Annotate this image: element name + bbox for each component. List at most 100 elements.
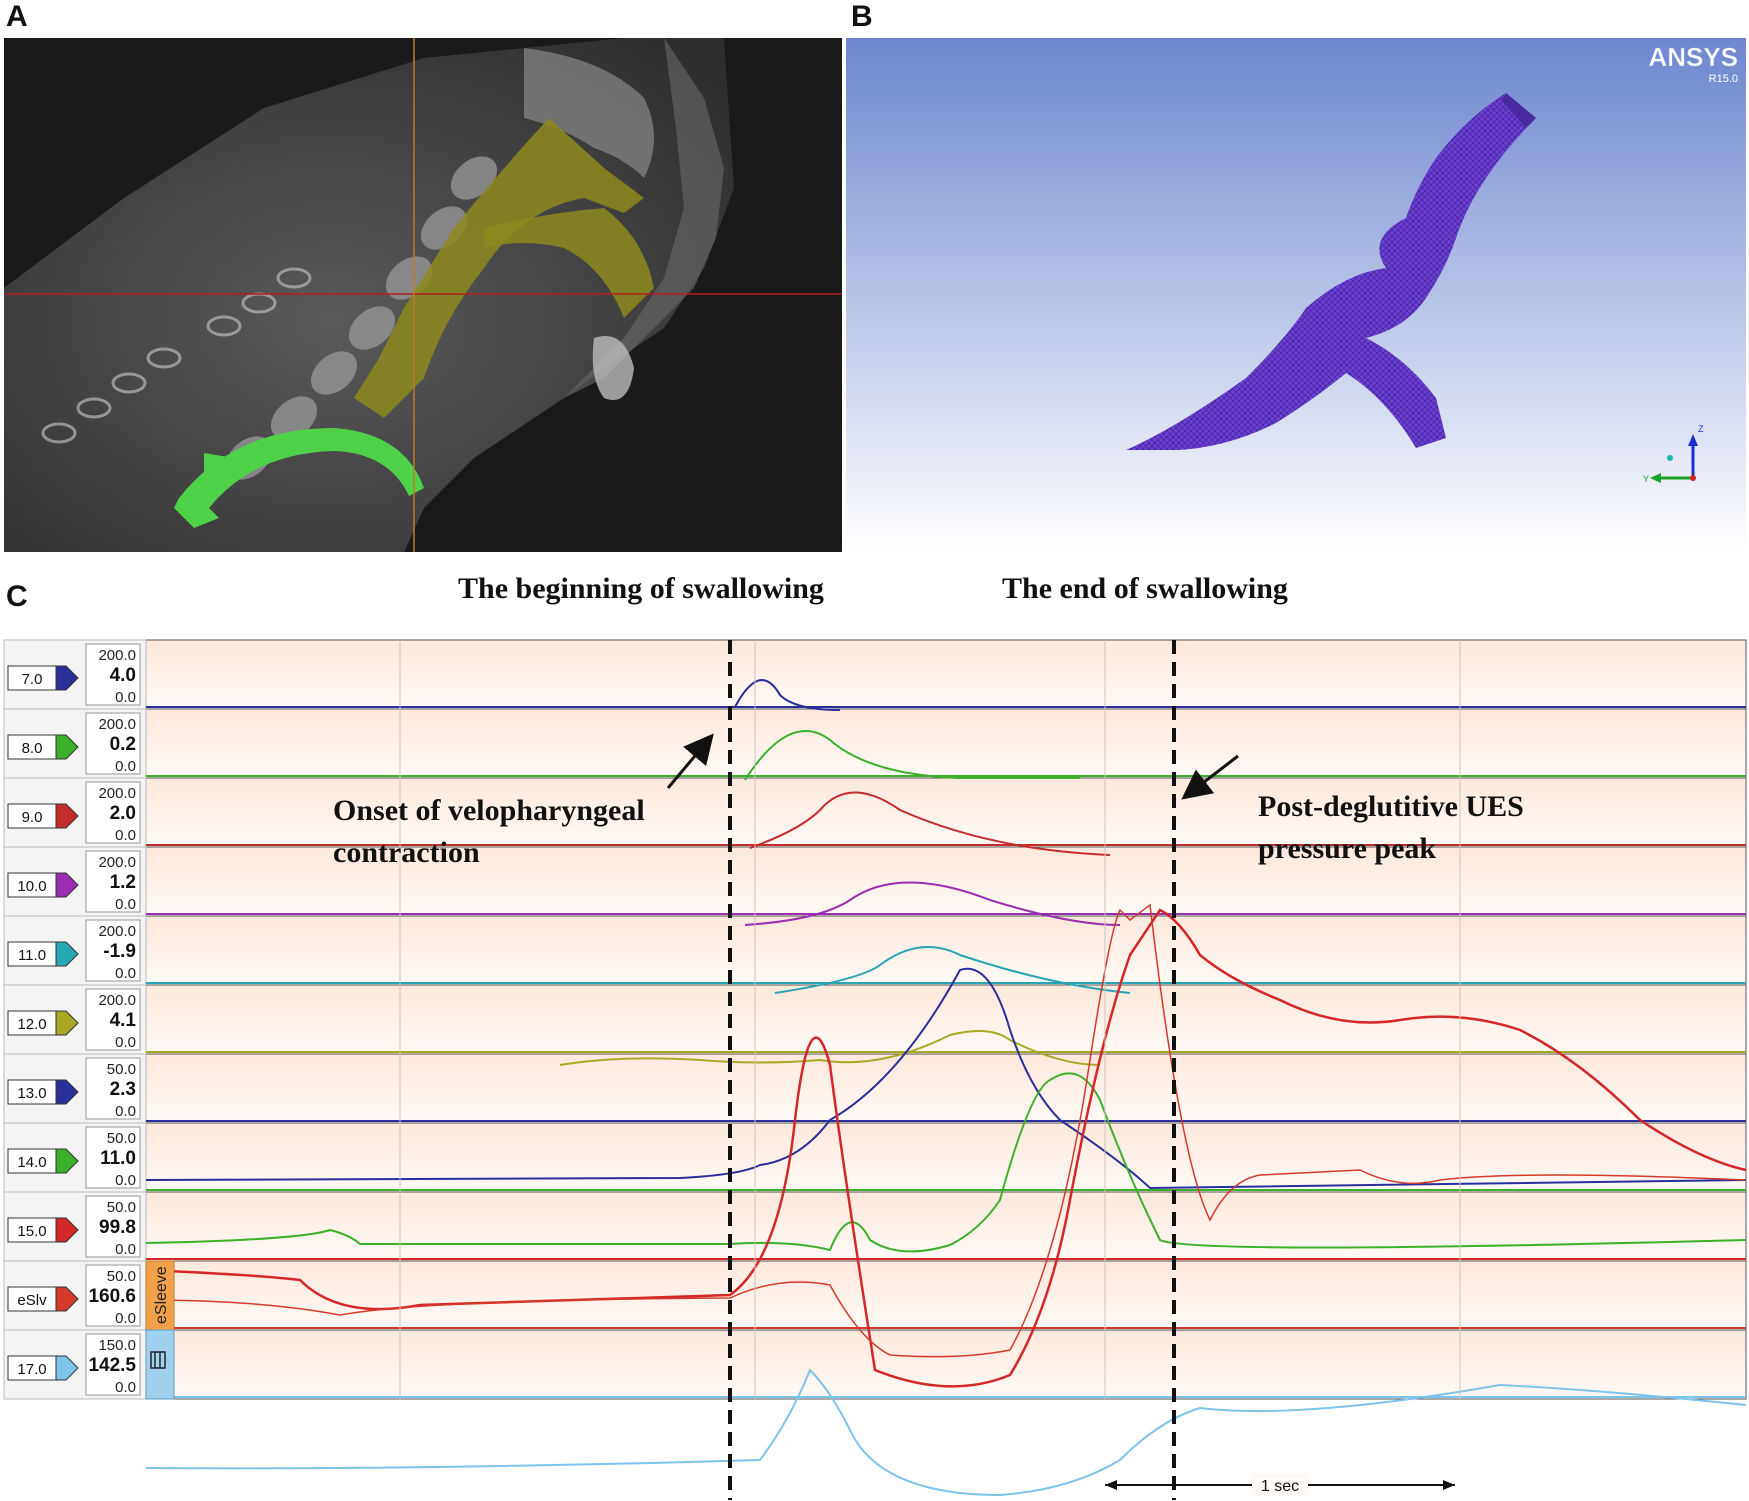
sleeve-bars-icon — [150, 1351, 166, 1369]
trace-channel-14 — [145, 1072, 1747, 1253]
channel-row: 10.0 200.01.2 0.0 — [3, 846, 1747, 917]
peak-arrow — [1181, 754, 1239, 800]
channel-id: 8.0 — [22, 740, 43, 757]
channel-scale-min: 0.0 — [115, 1310, 136, 1327]
channel-row: 12.0 200.04.1 0.0 — [3, 984, 1747, 1055]
channel-scale-box — [85, 850, 141, 913]
channel-tag[interactable]: 10.0 — [7, 872, 79, 898]
trace-channel-8 — [744, 730, 1080, 781]
channel-plot-area — [145, 846, 1747, 917]
annotation-peak-line2: pressure peak — [1258, 832, 1437, 865]
header-beginning-of-swallowing: The beginning of swallowing — [458, 572, 824, 605]
channel-scale-box — [85, 988, 141, 1051]
channel-scale-max: 200.0 — [98, 785, 136, 802]
channel-id: 10.0 — [17, 878, 46, 895]
channel-current-value: -1.9 — [103, 941, 136, 962]
channel-row: 7.0 200.04.0 0.0 — [3, 639, 1747, 710]
channel-scale-min: 0.0 — [115, 965, 136, 982]
channel-scale-min: 0.0 — [115, 1103, 136, 1120]
trace-channel-15 — [145, 908, 1747, 1388]
channel-row: 8.0 200.00.2 0.0 — [3, 708, 1747, 779]
channel-scale-min: 0.0 — [115, 1172, 136, 1189]
channel-current-value: 11.0 — [100, 1148, 136, 1169]
channel-current-value: 142.5 — [88, 1355, 136, 1376]
channel-tag[interactable]: eSlv — [7, 1286, 79, 1312]
esleeve-label-box — [145, 1260, 175, 1331]
channel-tag[interactable]: 13.0 — [7, 1079, 79, 1105]
channel-scale-min: 0.0 — [115, 827, 136, 844]
channel-scale-box — [85, 919, 141, 982]
trace-channel-10 — [744, 881, 1121, 926]
channel-plot-area — [145, 639, 1747, 710]
channel-tag[interactable]: 7.0 — [7, 665, 79, 691]
header-end-of-swallowing: The end of swallowing — [1002, 572, 1288, 605]
channel-tag[interactable]: 8.0 — [7, 734, 79, 760]
channel-scale-max: 200.0 — [98, 923, 136, 940]
channel-scale-box — [85, 1057, 141, 1120]
channel-row: 15.0 50.099.8 0.0 — [3, 1191, 1747, 1262]
channel-id: 14.0 — [17, 1154, 46, 1171]
annotation-ues-pressure-peak: Post-deglutitive UES pressure peak — [1258, 786, 1524, 870]
channel-scale-max: 50.0 — [107, 1268, 136, 1285]
channel-scale-max: 200.0 — [98, 854, 136, 871]
channel-scale-min: 0.0 — [115, 689, 136, 706]
channel-scale-min: 0.0 — [115, 1034, 136, 1051]
channel-plot-area — [145, 1122, 1747, 1193]
channel-tag[interactable]: 11.0 — [7, 941, 79, 967]
channel-scale-box — [85, 1126, 141, 1189]
channel-scale-min: 0.0 — [115, 1241, 136, 1258]
trace-channel-13 — [145, 967, 1747, 1190]
panel-label-c: C — [6, 580, 28, 613]
trace-channel-7 — [734, 679, 841, 711]
ansys-logo: ANSYS — [1648, 42, 1738, 72]
channel-row: 9.0 200.02.0 0.0 — [3, 777, 1747, 848]
channel-tag[interactable]: 17.0 — [7, 1355, 79, 1381]
channel-scale-box — [85, 781, 141, 844]
channel-scale-min: 0.0 — [115, 1379, 136, 1396]
axis-y-label: Y — [1643, 474, 1649, 484]
channel-tag[interactable]: 15.0 — [7, 1217, 79, 1243]
channel-scale-box — [85, 1264, 141, 1327]
channel-id: 17.0 — [17, 1361, 46, 1378]
channel-scale-max: 50.0 — [107, 1130, 136, 1147]
channel-scale-min: 0.0 — [115, 758, 136, 775]
channel-scale-max: 200.0 — [98, 716, 136, 733]
trace-channel-eslv — [145, 903, 1747, 1358]
channel-scale-min: 0.0 — [115, 896, 136, 913]
axis-triad-icon: Z Y — [1643, 424, 1704, 484]
channel-id: 12.0 — [17, 1016, 46, 1033]
annotation-onset-line2: contraction — [333, 836, 480, 869]
panel-label-a: A — [6, 0, 28, 33]
trace-channel-11 — [774, 946, 1131, 994]
channel-plot-area — [145, 777, 1747, 848]
channel-current-value: 0.2 — [110, 734, 136, 755]
channel-current-value: 99.8 — [99, 1217, 136, 1238]
axis-z-label: Z — [1698, 424, 1704, 434]
channel-id: 13.0 — [17, 1085, 46, 1102]
channel-current-value: 4.1 — [110, 1010, 137, 1031]
airway-mesh — [1126, 93, 1536, 450]
channel-tag[interactable]: 14.0 — [7, 1148, 79, 1174]
channel-id: 7.0 — [22, 671, 43, 688]
channel-scale-max: 50.0 — [107, 1199, 136, 1216]
channel-scale-max: 50.0 — [107, 1061, 136, 1078]
channel-tag[interactable]: 12.0 — [7, 1010, 79, 1036]
annotation-onset-line1: Onset of velopharyngeal — [333, 794, 645, 827]
channel-tag[interactable]: 9.0 — [7, 803, 79, 829]
channel-scale-max: 150.0 — [98, 1337, 136, 1354]
manometry-chart: The beginning of swallowing The end of s… — [0, 560, 1749, 1501]
channel-plot-area — [145, 708, 1747, 779]
time-scale-label-bg — [1252, 1473, 1308, 1495]
channel-id: 9.0 — [22, 809, 43, 826]
channel-current-value: 2.3 — [110, 1079, 136, 1100]
channel-scale-box — [85, 643, 141, 706]
channel-scale-max: 200.0 — [98, 992, 136, 1009]
ansys-mesh-view: ANSYS R15.0 Z Y — [846, 38, 1746, 552]
channel-plot-area — [145, 1329, 1747, 1400]
ansys-version: R15.0 — [1709, 73, 1738, 85]
channel-row: 13.0 50.02.3 0.0 — [3, 1053, 1747, 1124]
channel-row: 11.0 200.0-1.9 0.0 — [3, 915, 1747, 986]
channel-scale-box — [85, 712, 141, 775]
